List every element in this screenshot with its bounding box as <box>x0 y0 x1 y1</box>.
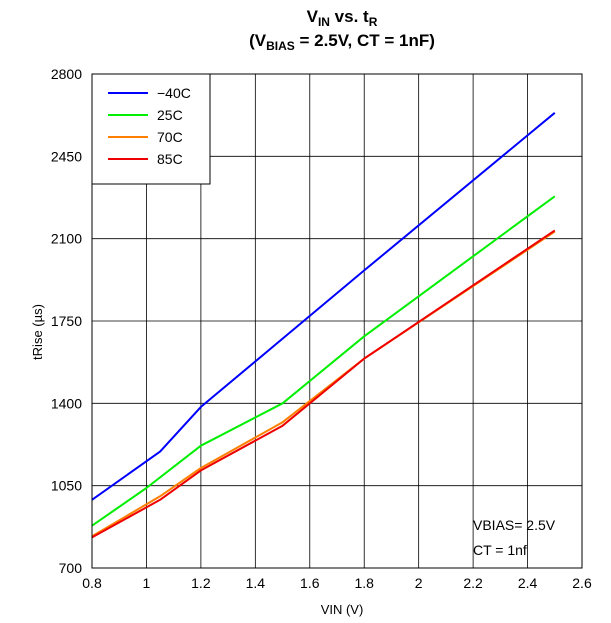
x-tick-label: 1.2 <box>191 575 211 591</box>
series-group <box>91 112 556 539</box>
series-line-1 <box>91 195 556 527</box>
x-tick-label: 1.4 <box>246 575 266 591</box>
legend-label-3: 85C <box>157 151 183 167</box>
y-tick-label: 1750 <box>51 313 82 329</box>
x-tick-label: 2.4 <box>518 575 538 591</box>
y-tick-label: 1400 <box>51 395 82 411</box>
y-tick-label: 1050 <box>51 478 82 494</box>
x-tick-labels: 0.8 1 1.2 1.4 1.6 1.8 2 2.2 2.4 2.6 <box>82 575 592 591</box>
legend: −40C 25C 70C 85C <box>91 73 211 185</box>
series-line-0 <box>91 112 556 501</box>
annotation-ct: CT = 1nf <box>473 542 527 558</box>
y-tick-labels: 700 1050 1400 1750 2100 2450 2800 <box>51 66 82 576</box>
x-tick-label: 0.8 <box>82 575 102 591</box>
y-tick-label: 2450 <box>51 148 82 164</box>
x-tick-label: 1.6 <box>300 575 320 591</box>
annotation-vbias: VBIAS= 2.5V <box>473 517 556 533</box>
legend-label-2: 70C <box>157 129 183 145</box>
y-tick-label: 2100 <box>51 231 82 247</box>
chart-title-line2: (VBIAS = 2.5V, CT = 1nF) <box>249 31 435 53</box>
legend-box <box>91 73 211 185</box>
x-tick-label: 2.6 <box>572 575 592 591</box>
chart-title-line1: VIN vs. tR <box>307 7 378 29</box>
series-line-3 <box>91 229 556 539</box>
y-tick-label: 700 <box>59 560 83 576</box>
y-tick-label: 2800 <box>51 66 82 82</box>
legend-label-0: −40C <box>157 85 191 101</box>
plot-frame <box>91 73 583 569</box>
x-tick-label: 2 <box>415 575 423 591</box>
x-axis-label: VIN (V) <box>321 602 364 617</box>
y-axis-label: tRise (µs) <box>30 304 45 360</box>
x-tick-label: 2.2 <box>463 575 483 591</box>
legend-label-1: 25C <box>157 107 183 123</box>
x-tick-label: 1 <box>143 575 151 591</box>
x-tick-label: 1.8 <box>354 575 374 591</box>
